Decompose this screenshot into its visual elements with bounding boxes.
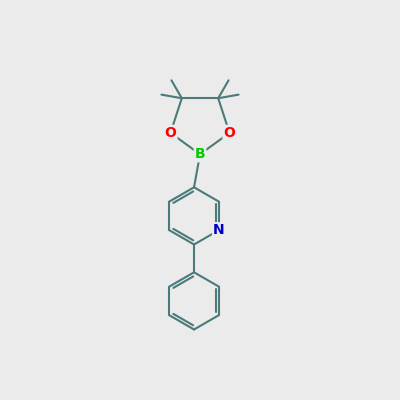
Text: B: B <box>195 147 205 161</box>
Text: O: O <box>164 126 176 140</box>
Text: N: N <box>213 223 225 237</box>
Text: O: O <box>224 126 236 140</box>
